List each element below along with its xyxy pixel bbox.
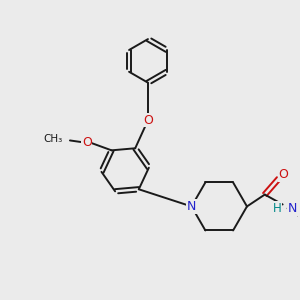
- Text: O: O: [279, 168, 289, 181]
- Text: N: N: [288, 202, 297, 215]
- Text: N: N: [187, 200, 196, 213]
- Text: O: O: [143, 114, 153, 127]
- Text: CH₃: CH₃: [44, 134, 63, 144]
- Text: O: O: [82, 136, 92, 149]
- Text: H: H: [273, 202, 282, 215]
